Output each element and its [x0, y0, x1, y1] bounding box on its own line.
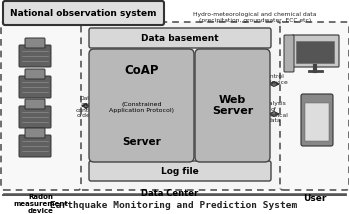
FancyBboxPatch shape — [89, 28, 271, 48]
FancyBboxPatch shape — [25, 99, 45, 109]
FancyBboxPatch shape — [79, 22, 281, 190]
Text: Analysis
of
Statistical
data: Analysis of Statistical data — [259, 101, 289, 123]
FancyBboxPatch shape — [292, 35, 339, 67]
FancyBboxPatch shape — [19, 135, 51, 157]
Text: Radon
measurement
device: Radon measurement device — [14, 194, 68, 214]
Text: (Constrained
Application Protocol): (Constrained Application Protocol) — [109, 102, 174, 113]
Text: Control
of device: Control of device — [260, 74, 288, 85]
FancyBboxPatch shape — [301, 94, 333, 146]
FancyBboxPatch shape — [1, 22, 81, 190]
FancyBboxPatch shape — [25, 38, 45, 48]
FancyBboxPatch shape — [89, 161, 271, 181]
Text: Server: Server — [122, 137, 161, 147]
Text: CoAP: CoAP — [124, 64, 159, 76]
FancyBboxPatch shape — [195, 49, 270, 162]
Text: Log file: Log file — [161, 166, 199, 175]
Text: Web
Server: Web Server — [212, 95, 253, 116]
FancyBboxPatch shape — [284, 35, 294, 72]
Text: Data Center: Data Center — [141, 190, 199, 199]
FancyBboxPatch shape — [280, 22, 349, 190]
FancyBboxPatch shape — [25, 128, 45, 138]
Text: Data
and
control
orders: Data and control orders — [75, 96, 97, 118]
FancyBboxPatch shape — [25, 69, 45, 79]
Text: Hydro-meteorological and chemical data: Hydro-meteorological and chemical data — [193, 12, 317, 16]
FancyBboxPatch shape — [296, 41, 334, 63]
FancyBboxPatch shape — [3, 1, 164, 25]
Text: (precipitation, groundwater, ECC etc): (precipitation, groundwater, ECC etc) — [199, 18, 311, 22]
FancyBboxPatch shape — [19, 45, 51, 67]
FancyBboxPatch shape — [89, 49, 194, 162]
Text: National observation system: National observation system — [10, 9, 157, 18]
Text: Earthquake Monitoring and Prediction System: Earthquake Monitoring and Prediction Sys… — [50, 201, 298, 210]
FancyBboxPatch shape — [305, 103, 329, 141]
FancyBboxPatch shape — [19, 76, 51, 98]
Text: Data basement: Data basement — [141, 34, 219, 43]
Text: User: User — [303, 194, 326, 203]
FancyBboxPatch shape — [19, 106, 51, 128]
